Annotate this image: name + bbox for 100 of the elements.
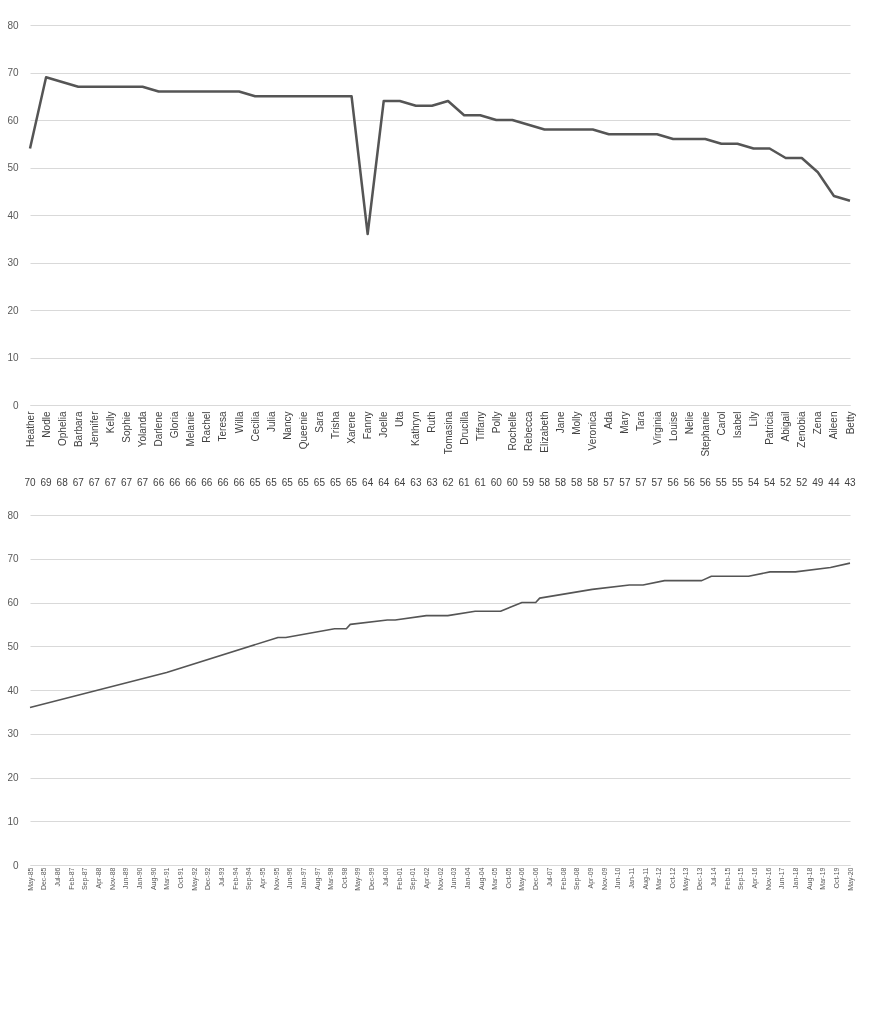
text: 55 xyxy=(731,477,744,488)
x-tick-label: Nancy xyxy=(281,411,293,440)
text: 66 xyxy=(217,477,229,488)
text: 60 xyxy=(506,477,519,488)
x-tick-label: Julia xyxy=(265,411,277,433)
x-tick-label: Barbara xyxy=(72,411,84,448)
text: 55 xyxy=(715,477,728,488)
text: 63 xyxy=(410,477,422,488)
text: 54 xyxy=(747,477,760,488)
text: 52 xyxy=(780,477,792,488)
text: 62 xyxy=(442,477,455,488)
y-tick-label: 20 xyxy=(7,772,19,783)
text: 61 xyxy=(458,477,471,488)
text: 58 xyxy=(571,477,583,488)
x-tick-label: Tiffany xyxy=(474,411,486,441)
text: 64 xyxy=(378,477,390,488)
x-tick-label: Queenie xyxy=(297,411,309,450)
x-tick-label: Carol xyxy=(715,411,727,436)
y-tick-label: 50 xyxy=(7,162,19,173)
text: 65 xyxy=(281,477,294,488)
x-tick-label: Jennifer xyxy=(88,410,100,448)
x-tick-label: Zena xyxy=(812,411,824,435)
text: 58 xyxy=(587,477,599,488)
x-tick-label: Xarene xyxy=(346,411,358,444)
x-tick-label: Drucilla xyxy=(458,411,470,445)
x-tick-label: Uta xyxy=(394,411,406,428)
x-tick-label: Tara xyxy=(635,411,647,431)
x-tick-label: Louise xyxy=(667,411,679,441)
x-tick-label: Lily xyxy=(748,411,760,427)
text: 69 xyxy=(40,477,53,488)
text: 65 xyxy=(297,477,310,488)
text: 67 xyxy=(104,477,117,488)
y-tick-label: 10 xyxy=(7,352,19,363)
y-tick-label: 80 xyxy=(7,19,19,31)
x-tick-label: Virginia xyxy=(651,411,663,445)
text: 67 xyxy=(88,477,101,488)
x-tick-label: Ruth xyxy=(426,411,438,433)
text: 60 xyxy=(490,477,503,488)
x-tick-label: Rebecca xyxy=(522,411,534,451)
line-series xyxy=(29,562,851,709)
text: 70 xyxy=(24,477,36,488)
x-tick-label: Polly xyxy=(490,411,502,434)
text: 56 xyxy=(699,477,712,488)
text: 61 xyxy=(474,477,487,488)
x-tick-label: Darlene xyxy=(153,411,165,447)
y-tick-label: 80 xyxy=(7,509,19,521)
text: 56 xyxy=(667,477,680,488)
x-tick-label: Joelle xyxy=(378,411,390,438)
text: 57 xyxy=(619,477,631,488)
x-tick-label: Nodle xyxy=(40,411,52,438)
x-tick-label: Abigail xyxy=(780,411,792,442)
text: 67 xyxy=(136,477,149,488)
x-tick-label: Stephanie xyxy=(699,411,711,457)
text: 68 xyxy=(56,477,69,488)
x-tick-label: Gloria xyxy=(169,411,181,439)
x-tick-label: Patricia xyxy=(764,411,776,445)
x-tick-label: Sara xyxy=(313,411,325,433)
text: 67 xyxy=(72,477,85,488)
text: 65 xyxy=(249,477,262,488)
text: 66 xyxy=(169,477,181,488)
text: 66 xyxy=(153,477,165,488)
x-tick-label: Heather xyxy=(24,410,36,448)
x-tick-label: Fanny xyxy=(362,411,374,440)
x-tick-label: Zenobia xyxy=(796,411,808,448)
y-tick-label: 20 xyxy=(7,304,19,316)
text: 57 xyxy=(635,477,647,488)
text: 58 xyxy=(538,477,551,488)
x-tick-label: Sophie xyxy=(120,411,132,443)
x-tick-label: Rochelle xyxy=(506,411,518,451)
text: 63 xyxy=(426,477,438,488)
x-tick-label: Ophelia xyxy=(56,411,68,446)
x-tick-label: Ada xyxy=(603,411,615,430)
y-tick-label: 30 xyxy=(7,257,19,268)
x-tick-label: Betty xyxy=(844,411,856,435)
text: 66 xyxy=(185,477,197,488)
x-tick-label: Veronica xyxy=(587,411,599,451)
y-tick-label: 30 xyxy=(7,728,19,740)
x-tick-label: Kelly xyxy=(104,411,116,434)
text: 49 xyxy=(812,477,824,488)
text: 65 xyxy=(346,477,358,488)
x-tick-label: Trisha xyxy=(329,411,341,439)
text: 58 xyxy=(555,477,567,488)
x-tick-label: Aileen xyxy=(828,411,840,440)
y-tick-label: 10 xyxy=(7,815,19,827)
y-tick-label: 60 xyxy=(7,114,19,126)
x-tick-label: Willa xyxy=(233,411,245,434)
x-tick-label: Mary xyxy=(619,411,631,434)
text: 65 xyxy=(265,477,278,488)
x-tick-label: Tomasina xyxy=(442,411,454,455)
x-tick-label: Cecilia xyxy=(249,411,261,442)
y-tick-label: 40 xyxy=(7,684,19,696)
text: 66 xyxy=(233,477,246,488)
text: 52 xyxy=(796,477,808,488)
text: 65 xyxy=(329,477,342,488)
y-tick-label: 0 xyxy=(12,859,19,871)
text: 43 xyxy=(844,477,856,488)
y-tick-label: 70 xyxy=(7,553,19,565)
x-tick-label: Molly xyxy=(571,411,583,435)
x-tick-label: Jane xyxy=(555,411,567,434)
text: 59 xyxy=(522,477,535,488)
